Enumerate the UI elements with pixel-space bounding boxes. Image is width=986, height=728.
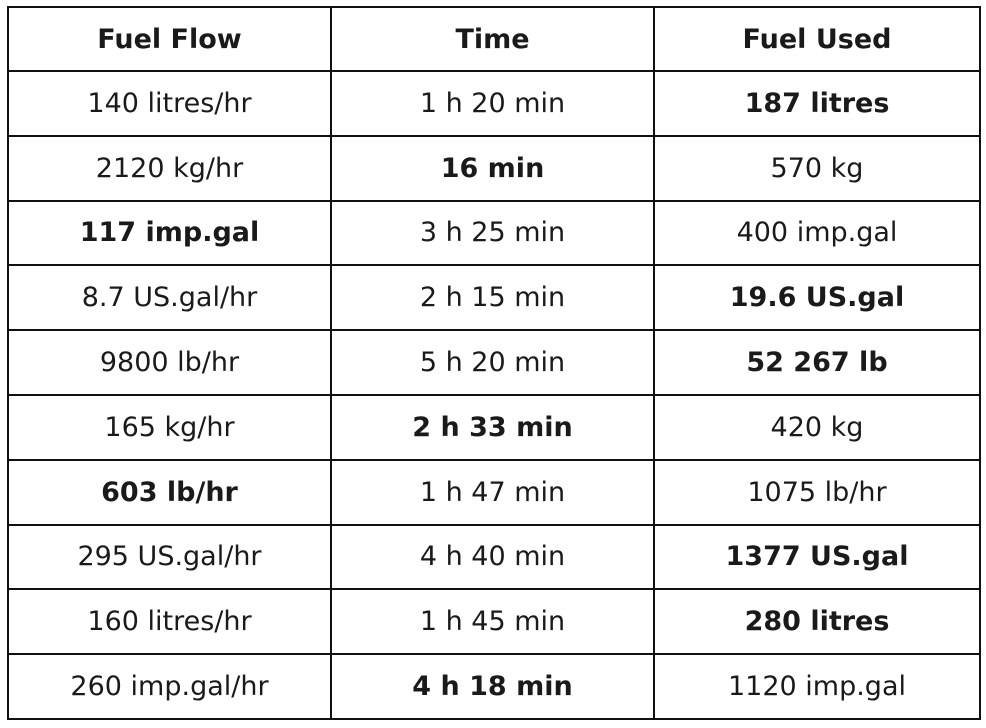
fuel-used-cell: 1075 lb/hr bbox=[653, 458, 981, 526]
fuel-flow-cell: 165 kg/hr bbox=[7, 393, 332, 461]
fuel-used-cell: 52 267 lb bbox=[653, 329, 981, 396]
header-fuel-flow: Fuel Flow bbox=[7, 6, 332, 72]
table-row: 2120 kg/hr 16 min 570 kg bbox=[7, 134, 981, 202]
fuel-used-cell: 570 kg bbox=[653, 134, 981, 202]
table-body: 140 litres/hr 1 h 20 min 187 litres 2120… bbox=[7, 70, 981, 720]
fuel-flow-cell: 140 litres/hr bbox=[7, 70, 332, 137]
header-fuel-used: Fuel Used bbox=[653, 6, 981, 72]
time-cell: 5 h 20 min bbox=[330, 329, 655, 396]
table-row: 140 litres/hr 1 h 20 min 187 litres bbox=[7, 70, 981, 137]
time-cell: 2 h 33 min bbox=[330, 393, 655, 461]
table-row: 295 US.gal/hr 4 h 40 min 1377 US.gal bbox=[7, 523, 981, 591]
fuel-flow-cell: 117 imp.gal bbox=[7, 199, 332, 267]
fuel-flow-cell: 160 litres/hr bbox=[7, 588, 332, 656]
fuel-flow-cell: 295 US.gal/hr bbox=[7, 523, 332, 591]
fuel-flow-cell: 603 lb/hr bbox=[7, 458, 332, 526]
time-cell: 1 h 45 min bbox=[330, 588, 655, 656]
table-row: 117 imp.gal 3 h 25 min 400 imp.gal bbox=[7, 199, 981, 267]
table-row: 8.7 US.gal/hr 2 h 15 min 19.6 US.gal bbox=[7, 264, 981, 332]
time-cell: 16 min bbox=[330, 134, 655, 202]
time-cell: 4 h 40 min bbox=[330, 523, 655, 591]
time-cell: 1 h 47 min bbox=[330, 458, 655, 526]
fuel-used-cell: 400 imp.gal bbox=[653, 199, 981, 267]
fuel-used-cell: 1377 US.gal bbox=[653, 523, 981, 591]
table-row: 9800 lb/hr 5 h 20 min 52 267 lb bbox=[7, 329, 981, 396]
time-cell: 2 h 15 min bbox=[330, 264, 655, 332]
fuel-flow-cell: 8.7 US.gal/hr bbox=[7, 264, 332, 332]
time-cell: 4 h 18 min bbox=[330, 653, 655, 720]
fuel-flow-cell: 9800 lb/hr bbox=[7, 329, 332, 396]
time-cell: 3 h 25 min bbox=[330, 199, 655, 267]
header-row: Fuel Flow Time Fuel Used bbox=[7, 6, 981, 72]
table-row: 165 kg/hr 2 h 33 min 420 kg bbox=[7, 393, 981, 461]
table-header: Fuel Flow Time Fuel Used bbox=[7, 6, 981, 72]
header-time: Time bbox=[330, 6, 655, 72]
table-row: 603 lb/hr 1 h 47 min 1075 lb/hr bbox=[7, 458, 981, 526]
table-row: 260 imp.gal/hr 4 h 18 min 1120 imp.gal bbox=[7, 653, 981, 720]
fuel-used-cell: 1120 imp.gal bbox=[653, 653, 981, 720]
fuel-flow-cell: 260 imp.gal/hr bbox=[7, 653, 332, 720]
fuel-calculation-table: Fuel Flow Time Fuel Used 140 litres/hr 1… bbox=[7, 6, 981, 720]
fuel-flow-cell: 2120 kg/hr bbox=[7, 134, 332, 202]
fuel-used-cell: 187 litres bbox=[653, 70, 981, 137]
fuel-used-cell: 19.6 US.gal bbox=[653, 264, 981, 332]
fuel-used-cell: 420 kg bbox=[653, 393, 981, 461]
fuel-used-cell: 280 litres bbox=[653, 588, 981, 656]
table-row: 160 litres/hr 1 h 45 min 280 litres bbox=[7, 588, 981, 656]
time-cell: 1 h 20 min bbox=[330, 70, 655, 137]
